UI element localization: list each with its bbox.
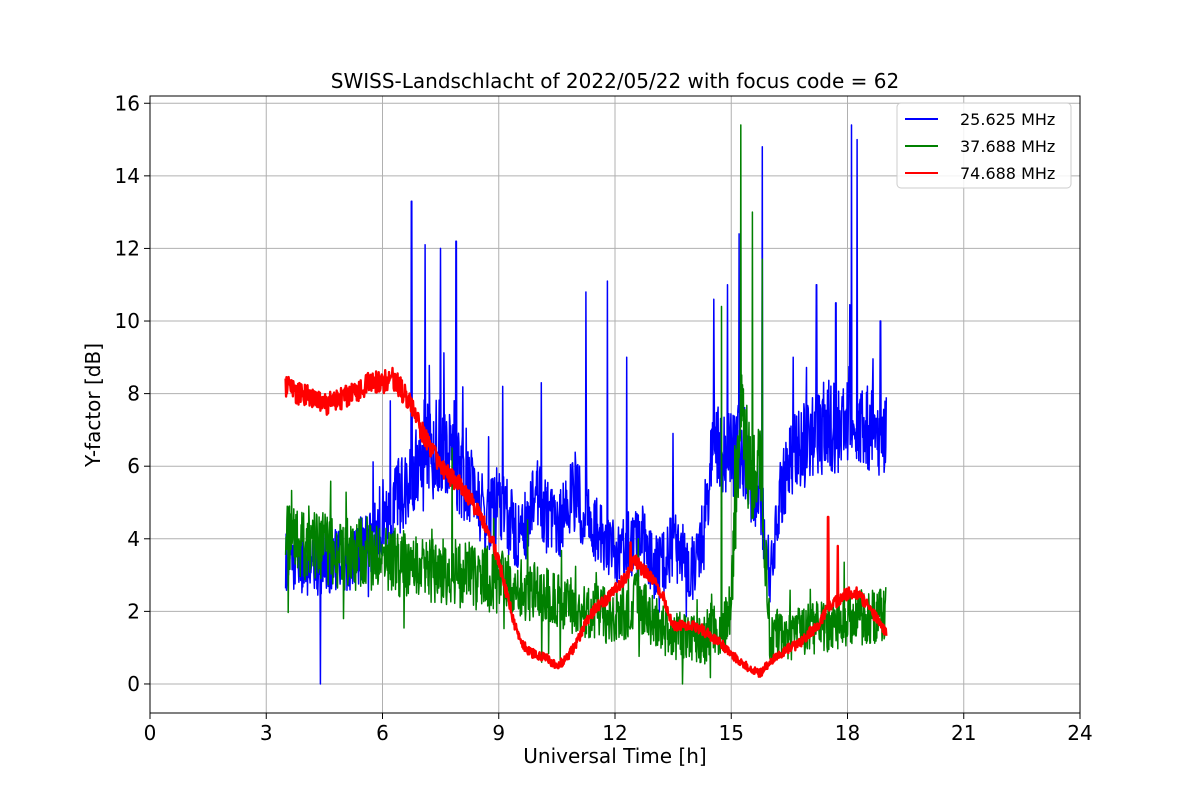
chart-title: SWISS-Landschlacht of 2022/05/22 with fo… <box>331 69 899 93</box>
y-tick-label: 12 <box>115 236 140 260</box>
legend-label: 37.688 MHz <box>960 137 1055 156</box>
y-tick-label: 2 <box>127 599 140 623</box>
x-tick-label: 6 <box>376 721 389 745</box>
series-line-3 <box>284 366 888 678</box>
y-axis-label: Y-factor [dB] <box>81 343 105 468</box>
x-tick-label: 9 <box>492 721 505 745</box>
y-tick-label: 14 <box>115 164 140 188</box>
legend-label: 74.688 MHz <box>960 164 1055 183</box>
legend-box <box>896 102 1072 189</box>
series-layer <box>284 124 888 685</box>
legend: 25.625 MHz 37.688 MHz 74.688 MHz <box>896 102 1072 189</box>
y-tick-label: 8 <box>127 382 140 406</box>
y-tick-label: 10 <box>115 309 140 333</box>
series-line-2 <box>284 124 887 685</box>
y-tick-label: 16 <box>115 91 140 115</box>
legend-label: 25.625 MHz <box>960 110 1055 129</box>
x-tick-label: 21 <box>951 721 976 745</box>
plot-frame <box>149 95 1081 714</box>
x-tick-label: 15 <box>719 721 744 745</box>
x-tick-label: 18 <box>835 721 860 745</box>
y-tick-label: 4 <box>127 527 140 551</box>
x-tick-label: 24 <box>1067 721 1092 745</box>
y-tick-label: 0 <box>127 672 140 696</box>
x-axis-ticks: 0 3 6 9 12 15 18 21 24 <box>144 713 1093 745</box>
x-tick-label: 0 <box>144 721 157 745</box>
series-line-1 <box>284 124 888 685</box>
x-tick-label: 12 <box>602 721 627 745</box>
x-tick-label: 3 <box>260 721 273 745</box>
x-axis-label: Universal Time [h] <box>523 744 706 768</box>
y-axis-ticks: 0 2 4 6 8 10 12 14 16 <box>115 91 150 696</box>
y-tick-label: 6 <box>127 454 140 478</box>
